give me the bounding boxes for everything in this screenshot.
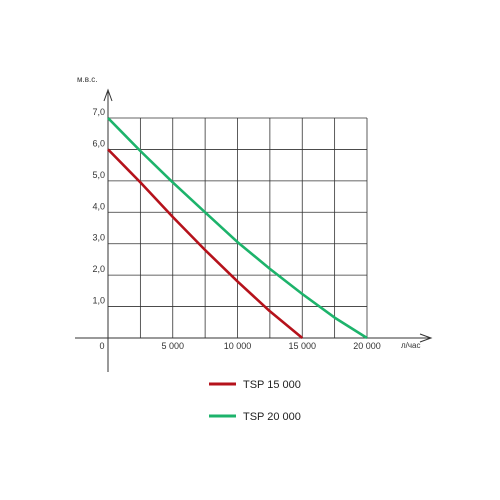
series-line [107, 148, 304, 340]
x-axis-arrow-icon [419, 333, 433, 343]
grid [108, 117, 368, 338]
series-lines [107, 117, 368, 340]
series-line [107, 117, 368, 340]
y-tick-label: 3,0 [92, 233, 105, 243]
y-tick-label: 2,0 [92, 264, 105, 274]
x-axis-label: л/час [401, 341, 421, 350]
axes [75, 88, 433, 372]
x-tick-label: 0 [99, 341, 104, 351]
x-tick-label: 5 000 [161, 341, 184, 351]
y-axis-arrow-icon [103, 88, 113, 102]
legend-label: TSP 15 000 [243, 379, 301, 391]
legend: TSP 15 000 TSP 20 000 [209, 379, 301, 423]
x-tick-label: 10 000 [224, 341, 252, 351]
y-tick-label: 5,0 [92, 170, 105, 180]
y-tick-label: 6,0 [92, 138, 105, 148]
tick-labels: 0 5 000 10 000 15 000 20 000 1,0 2,0 3,0 4,0 5,0 6… [92, 107, 380, 351]
y-axis-label: м.в.с. [77, 75, 97, 84]
x-tick-label: 15 000 [288, 341, 316, 351]
y-tick-label: 7,0 [92, 107, 105, 117]
x-tick-label: 20 000 [353, 341, 381, 351]
y-tick-label: 4,0 [92, 201, 105, 211]
y-tick-label: 1,0 [92, 296, 105, 306]
legend-label: TSP 20 000 [243, 411, 301, 423]
